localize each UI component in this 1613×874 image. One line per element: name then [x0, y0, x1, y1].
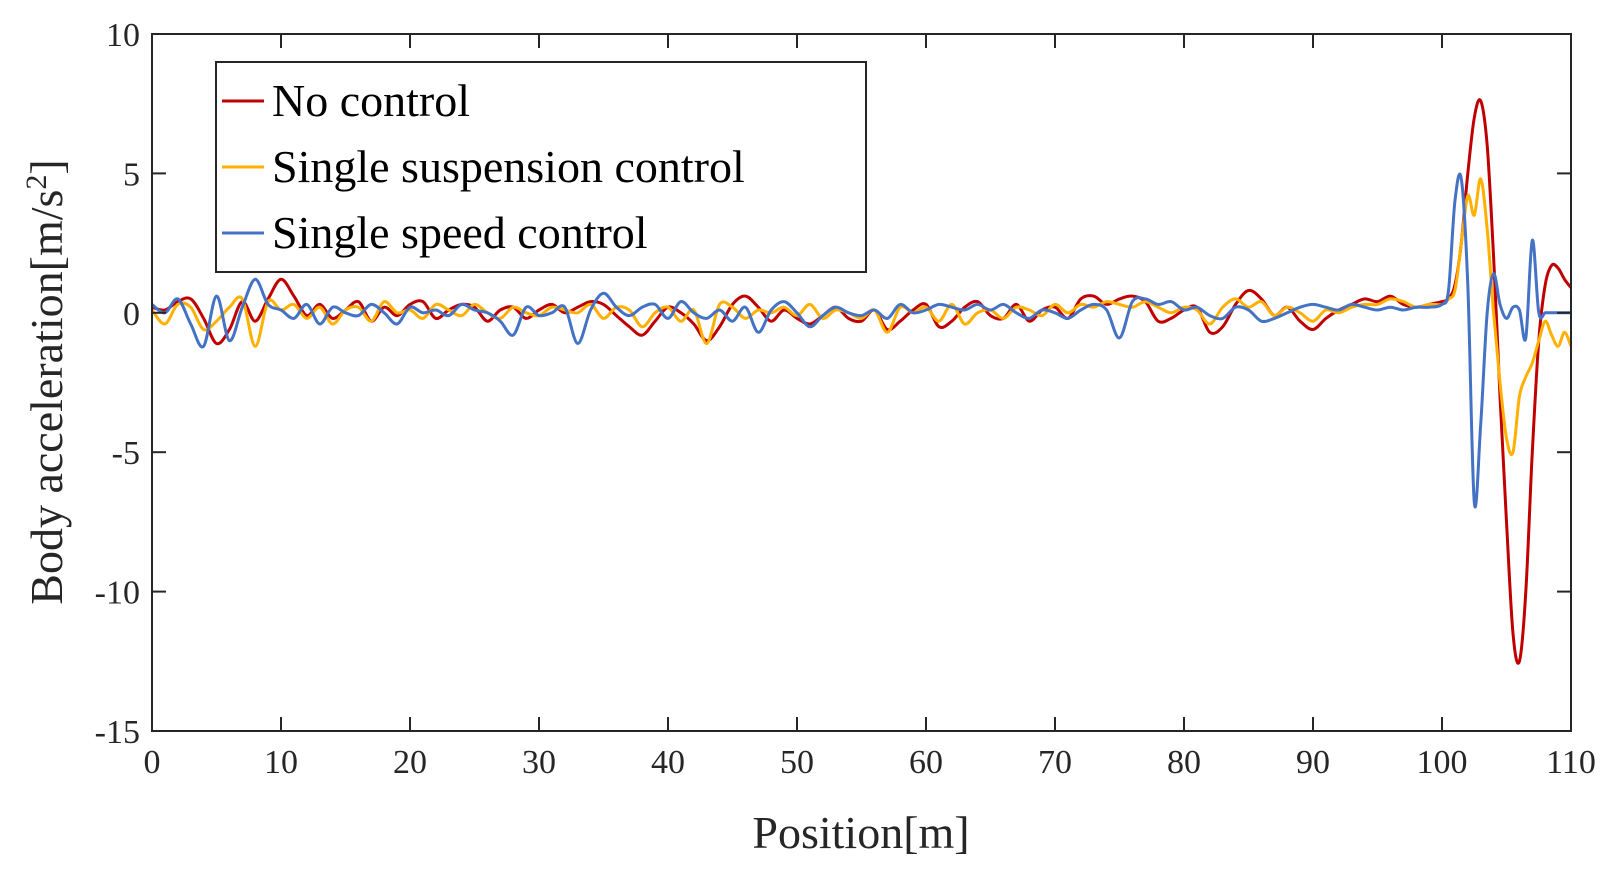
x-tick-label: 100: [1417, 744, 1468, 781]
x-axis-title: Position[m]: [752, 807, 969, 858]
x-tick-label: 0: [144, 744, 161, 781]
x-tick-label: 10: [264, 744, 298, 781]
y-axis-title-main: Body acceleration[m/s: [21, 190, 72, 605]
series-layer: [152, 98, 1571, 665]
y-axis-title: Body acceleration[m/s2]: [20, 159, 72, 604]
y-axis: -15 -10 -5 0 5 10: [95, 17, 1571, 751]
y-tick-label: -5: [112, 435, 140, 472]
x-tick-label: 110: [1546, 744, 1596, 781]
legend-box: [215, 61, 867, 273]
legend-label-single-suspension-control: Single suspension control: [272, 141, 745, 192]
x-tick-label: 60: [909, 744, 943, 781]
y-tick-label: 0: [123, 296, 140, 333]
x-tick-label: 30: [522, 744, 556, 781]
x-tick-label: 70: [1038, 744, 1072, 781]
legend-label-no-control: No control: [272, 75, 470, 126]
x-tick-label: 90: [1296, 744, 1330, 781]
y-axis-title-superscript: 2: [20, 175, 53, 190]
x-tick-label: 80: [1167, 744, 1201, 781]
y-tick-label: 5: [123, 156, 140, 193]
legend: No control Single suspension control Singl…: [215, 61, 867, 273]
x-tick-label: 40: [651, 744, 685, 781]
series-line-single-speed-control: [152, 172, 1571, 509]
y-tick-label: 10: [106, 17, 140, 54]
x-tick-label: 50: [780, 744, 814, 781]
y-axis-title-end: ]: [21, 159, 72, 174]
y-tick-label: -15: [95, 714, 140, 751]
y-tick-label: -10: [95, 575, 140, 612]
x-tick-label: 20: [393, 744, 427, 781]
x-axis: 0 10 20 30 40 50 60 70 80 90 100 110: [144, 34, 1596, 781]
legend-label-single-speed-control: Single speed control: [272, 207, 648, 258]
plot-area-frame: [151, 33, 1572, 732]
